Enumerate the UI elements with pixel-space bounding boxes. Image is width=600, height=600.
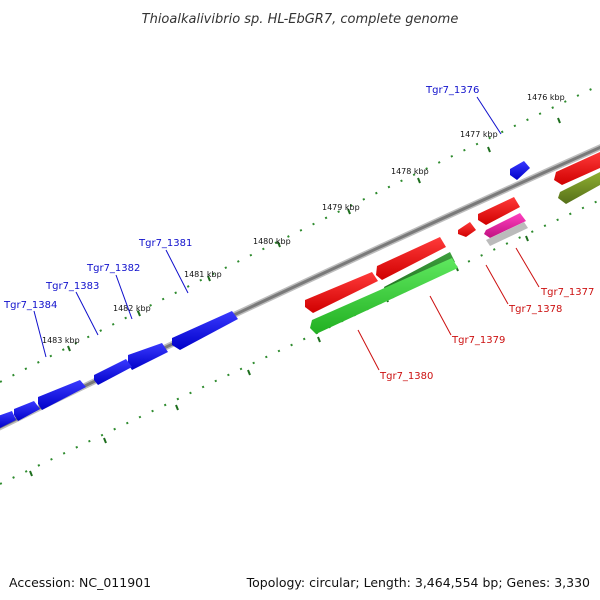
major-tick [247, 369, 251, 376]
kbp-label: 1480 kbp [253, 237, 291, 246]
reverse-genes [305, 152, 600, 334]
major-ticks-outer [67, 117, 561, 352]
reverse-label-group: Tgr7_1377 Tgr7_1378 Tgr7_1379 Tgr7_1380 [357, 247, 594, 382]
gene-forward[interactable] [0, 411, 16, 428]
gene-Tgr7_1381[interactable] [172, 311, 238, 350]
gene-reverse[interactable] [376, 237, 446, 280]
kbp-label: 1477 kbp [460, 130, 498, 139]
major-tick [347, 208, 351, 215]
label-connector [33, 310, 47, 358]
label-connector [165, 249, 189, 294]
major-tick [317, 336, 321, 343]
major-tick [29, 470, 33, 477]
kbp-label: 1478 kbp [391, 167, 429, 176]
gene-Tgr7_1376[interactable] [510, 161, 530, 180]
gene-reverse[interactable] [554, 152, 600, 185]
major-tick [103, 437, 107, 444]
kbp-label: 1481 kbp [184, 270, 222, 279]
forward-genes [0, 161, 530, 428]
gene-label-Tgr7_1381[interactable]: Tgr7_1381 [138, 238, 192, 249]
kbp-label: 1482 kbp [113, 304, 151, 313]
gene-label-Tgr7_1379[interactable]: Tgr7_1379 [451, 335, 505, 346]
label-connector [115, 274, 133, 320]
gene-Tgr7_1379[interactable] [305, 272, 378, 313]
kbp-label: 1483 kbp [42, 336, 80, 345]
forward-label-group: Tgr7_1376 Tgr7_1381 Tgr7_1382 Tgr7_1383 … [3, 85, 502, 358]
gene-Tgr7_1384[interactable] [38, 380, 86, 410]
label-connector [515, 247, 540, 288]
label-connector [357, 329, 380, 371]
label-connector [75, 291, 99, 336]
major-tick [277, 241, 281, 248]
gene-forward[interactable] [14, 401, 40, 421]
gene-label-Tgr7_1384[interactable]: Tgr7_1384 [3, 300, 57, 311]
gene-Tgr7_1380[interactable] [310, 258, 458, 334]
gene-reverse[interactable] [558, 172, 600, 204]
major-tick [525, 235, 529, 242]
label-connector [476, 96, 502, 135]
gene-Tgr7_1378-shadow [486, 222, 528, 246]
label-connector [429, 295, 452, 336]
gene-Tgr7_1378[interactable] [484, 213, 526, 238]
gene-label-Tgr7_1383[interactable]: Tgr7_1383 [45, 281, 99, 292]
gene-label-Tgr7_1382[interactable]: Tgr7_1382 [86, 263, 140, 274]
major-tick [137, 310, 141, 317]
outer-tick-ring [0, 84, 600, 383]
gene-reverse-small[interactable] [458, 222, 476, 237]
inner-tick-ring [0, 199, 600, 485]
gene-label-Tgr7_1376[interactable]: Tgr7_1376 [425, 85, 479, 96]
accession-label: Accession: NC_011901 [9, 575, 151, 590]
major-tick [487, 146, 491, 153]
major-tick [557, 117, 561, 124]
major-tick [67, 345, 71, 352]
kbp-label: 1476 kbp [527, 93, 565, 102]
gene-Tgr7_1377[interactable] [478, 197, 520, 225]
gene-Tgr7_1382[interactable] [128, 343, 168, 370]
gene-Tgr7_1383[interactable] [94, 359, 132, 385]
map-title: Thioalkalivibrio sp. HL-EbGR7, complete … [142, 12, 459, 27]
label-connector [485, 264, 509, 305]
gene-label-Tgr7_1378[interactable]: Tgr7_1378 [508, 304, 562, 315]
major-tick [175, 404, 179, 411]
major-tick [417, 177, 421, 184]
gene-label-Tgr7_1377[interactable]: Tgr7_1377 [540, 287, 594, 298]
major-tick [207, 275, 211, 282]
kbp-label: 1479 kbp [322, 203, 360, 212]
topology-label: Topology: circular; Length: 3,464,554 bp… [246, 575, 590, 590]
gene-label-Tgr7_1380[interactable]: Tgr7_1380 [379, 371, 433, 382]
